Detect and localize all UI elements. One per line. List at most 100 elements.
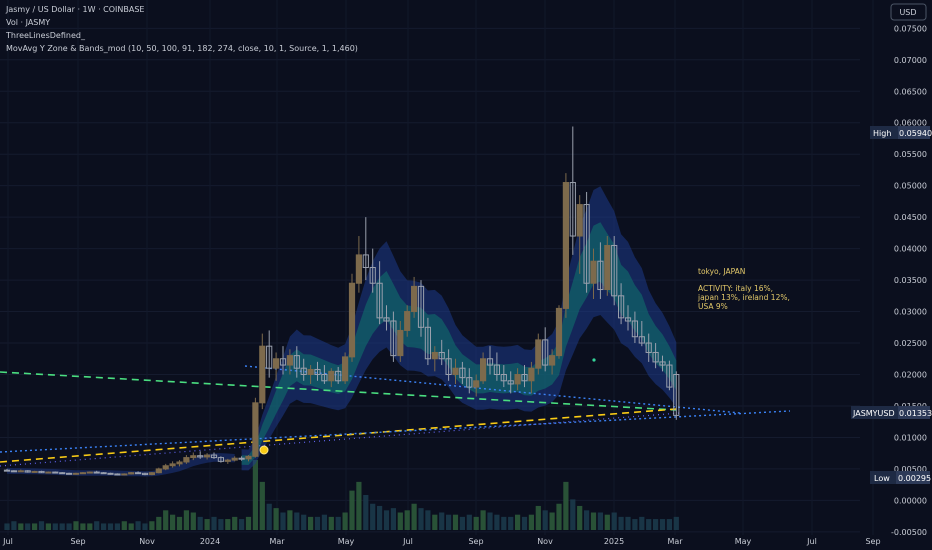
candle-body[interactable] (576, 204, 583, 237)
candle-body[interactable] (466, 377, 473, 388)
candle-body[interactable] (590, 260, 597, 284)
candle-body[interactable] (238, 457, 245, 460)
candle-body[interactable] (72, 472, 80, 475)
candle-body[interactable] (300, 367, 307, 375)
candle-body[interactable] (141, 472, 149, 476)
candle-body[interactable] (31, 470, 38, 473)
candle-body[interactable] (555, 307, 563, 357)
candle-body[interactable] (162, 465, 169, 470)
candle-body[interactable] (24, 470, 31, 473)
candle-body[interactable] (135, 472, 142, 475)
candle-body[interactable] (204, 454, 211, 458)
candle-body[interactable] (404, 311, 411, 331)
candle-body[interactable] (597, 260, 604, 291)
candle-body[interactable] (500, 374, 507, 382)
candle-body[interactable] (155, 468, 162, 474)
candle-body[interactable] (100, 472, 107, 475)
candle-body[interactable] (45, 471, 52, 474)
candle-body[interactable] (452, 367, 459, 375)
candle-body[interactable] (314, 368, 321, 375)
candle-body[interactable] (659, 361, 666, 366)
candle-body[interactable] (604, 244, 611, 291)
candle-body[interactable] (273, 358, 280, 369)
candle-body[interactable] (348, 282, 356, 358)
candle-body[interactable] (493, 364, 500, 376)
candle-body[interactable] (286, 355, 293, 366)
candle-body[interactable] (197, 455, 204, 458)
candle-body[interactable] (528, 367, 535, 382)
candle-body[interactable] (549, 355, 556, 366)
candle-body[interactable] (335, 370, 342, 382)
candle-body[interactable] (176, 461, 183, 465)
indicator-movavg-zone[interactable]: MovAvg Y Zone & Bands_mod (10, 50, 100, … (6, 44, 358, 53)
time-axis[interactable]: Jul Sep Nov 2024 Mar May Jul Sep Nov 2025 Mar May Ju… (2, 537, 880, 546)
candle-body[interactable] (362, 254, 369, 268)
candle-body[interactable] (390, 320, 397, 357)
candle-body[interactable] (473, 380, 480, 388)
candle-body[interactable] (59, 472, 66, 475)
candle-body[interactable] (307, 368, 314, 375)
candles[interactable] (3, 126, 680, 476)
candle-body[interactable] (224, 459, 231, 462)
candle-body[interactable] (542, 339, 549, 366)
candle-body[interactable] (259, 345, 266, 404)
candle-body[interactable] (121, 473, 128, 476)
candle-body[interactable] (480, 358, 487, 382)
currency-button[interactable]: USD (890, 3, 927, 21)
candle-body[interactable] (507, 380, 514, 385)
candle-body[interactable] (618, 295, 625, 319)
candle-body[interactable] (266, 345, 273, 369)
candle-body[interactable] (107, 472, 114, 475)
candle-body[interactable] (321, 374, 328, 382)
candle-body[interactable] (431, 351, 438, 360)
candle-body[interactable] (38, 470, 45, 474)
candle-body[interactable] (128, 472, 135, 475)
candle-body[interactable] (383, 317, 390, 322)
candle-body[interactable] (514, 374, 521, 385)
candle-body[interactable] (245, 455, 252, 460)
candle-body[interactable] (148, 472, 156, 476)
candle-body[interactable] (397, 329, 404, 357)
candle-body[interactable] (583, 204, 590, 284)
candle-body[interactable] (293, 355, 300, 369)
candle-body[interactable] (279, 358, 287, 366)
candle-body[interactable] (411, 285, 418, 313)
candle-body[interactable] (459, 367, 466, 379)
candle-body[interactable] (93, 471, 100, 474)
candle-body[interactable] (52, 471, 59, 474)
candle-body[interactable] (569, 182, 576, 237)
candle-body[interactable] (190, 455, 197, 459)
candle-body[interactable] (631, 320, 638, 338)
candle-body[interactable] (210, 454, 218, 459)
candle-body[interactable] (652, 351, 659, 363)
candle-body[interactable] (624, 317, 632, 322)
candle-body[interactable] (231, 457, 238, 461)
candle-body[interactable] (438, 351, 445, 360)
candle-body[interactable] (328, 370, 335, 382)
candle-body[interactable] (673, 374, 680, 416)
candle-body[interactable] (3, 469, 11, 472)
candle-body[interactable] (183, 457, 190, 463)
candle-body[interactable] (417, 285, 425, 328)
candle-body[interactable] (562, 182, 569, 309)
candle-body[interactable] (86, 471, 93, 474)
candle-body[interactable] (66, 472, 73, 475)
candle-body[interactable] (645, 342, 652, 353)
candle-body[interactable] (355, 254, 362, 284)
candle-body[interactable] (79, 472, 87, 475)
candle-body[interactable] (486, 358, 494, 366)
candle-body[interactable] (638, 336, 645, 344)
candle-body[interactable] (252, 402, 259, 457)
candle-body[interactable] (535, 339, 542, 369)
candle-body[interactable] (17, 470, 24, 473)
indicator-three-lines[interactable]: ThreeLinesDefined_ (5, 31, 86, 40)
candle-body[interactable] (611, 244, 618, 297)
candle-body[interactable] (445, 358, 452, 376)
candle-body[interactable] (169, 463, 176, 467)
candle-body[interactable] (114, 473, 121, 476)
candle-body[interactable] (666, 364, 673, 388)
candle-body[interactable] (376, 282, 383, 319)
candle-body[interactable] (217, 457, 225, 462)
